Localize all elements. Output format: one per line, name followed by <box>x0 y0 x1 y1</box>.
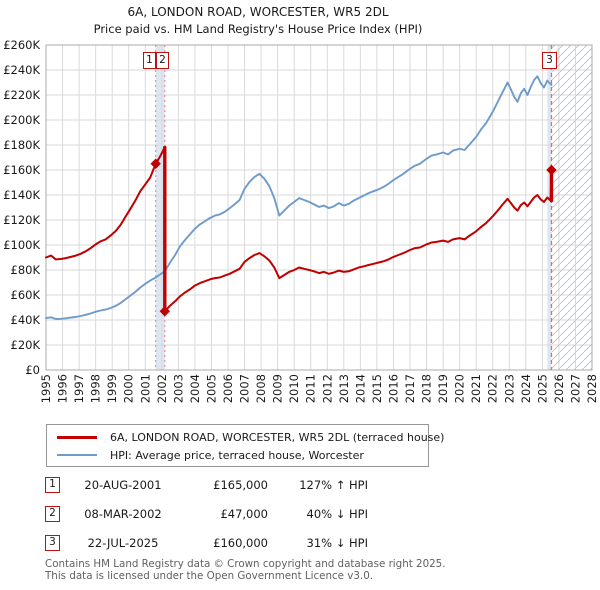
svg-text:2012: 2012 <box>320 374 334 403</box>
svg-text:£0: £0 <box>25 363 40 377</box>
sale-marker-label-3: 3 <box>542 52 557 69</box>
sale-hpi-delta: 127% ↑ HPI <box>299 478 368 492</box>
sale-date: 08-MAR-2002 <box>84 507 162 521</box>
sale-date: 20-AUG-2001 <box>84 478 162 492</box>
row-number-badge: 2 <box>45 506 60 522</box>
svg-text:£20K: £20K <box>11 338 41 352</box>
price-line-swatch <box>57 435 97 439</box>
svg-text:£260K: £260K <box>3 38 40 52</box>
svg-text:£120K: £120K <box>3 213 40 227</box>
svg-text:2018: 2018 <box>420 374 434 403</box>
svg-text:1997: 1997 <box>72 374 86 403</box>
table-row: 3 22-JUL-2025 £160,000 31% ↓ HPI <box>45 535 425 551</box>
svg-text:2002: 2002 <box>155 374 169 403</box>
svg-text:2015: 2015 <box>370 374 384 403</box>
sale-marker-label-1: 1 <box>143 52 156 69</box>
footer: Contains HM Land Registry data © Crown c… <box>45 558 446 582</box>
svg-text:£80K: £80K <box>11 263 41 277</box>
sale-price: £165,000 <box>213 478 268 492</box>
svg-text:1996: 1996 <box>56 374 70 403</box>
svg-text:2000: 2000 <box>122 374 136 403</box>
legend: 6A, LONDON ROAD, WORCESTER, WR5 2DL (ter… <box>46 424 444 467</box>
sale-date: 22-JUL-2025 <box>87 536 159 550</box>
chart-title: 6A, LONDON ROAD, WORCESTER, WR5 2DL <box>127 5 389 19</box>
svg-text:2003: 2003 <box>171 374 185 403</box>
legend-label-hpi: HPI: Average price, terraced house, Worc… <box>110 448 364 462</box>
svg-text:£60K: £60K <box>11 288 41 302</box>
x-axis-labels: 1995 1996 1997 1998 1999 2000 2001 2002 2003 2004… <box>39 374 599 403</box>
sale-event-lines <box>155 45 553 370</box>
sale-diamond-marker <box>150 158 161 169</box>
footer-line-1: Contains HM Land Registry data © Crown c… <box>45 558 446 570</box>
svg-text:1995: 1995 <box>39 374 53 403</box>
sale-marker-label-2: 2 <box>156 52 169 69</box>
svg-text:2009: 2009 <box>271 374 285 403</box>
shaded-bands <box>155 45 552 370</box>
svg-text:2001: 2001 <box>138 374 152 403</box>
svg-text:2005: 2005 <box>204 374 218 403</box>
table-row: 1 20-AUG-2001 £165,000 127% ↑ HPI <box>45 477 425 493</box>
svg-text:2028: 2028 <box>585 374 599 403</box>
sale-hpi-delta: 40% ↓ HPI <box>306 507 368 521</box>
legend-item-price: 6A, LONDON ROAD, WORCESTER, WR5 2DL (ter… <box>47 428 444 446</box>
sale-diamond-marker <box>159 306 170 317</box>
svg-text:£100K: £100K <box>3 238 40 252</box>
svg-text:£140K: £140K <box>3 188 40 202</box>
hpi-line-swatch <box>57 453 97 457</box>
svg-text:1998: 1998 <box>89 374 103 403</box>
svg-text:2025: 2025 <box>535 374 549 403</box>
svg-text:£180K: £180K <box>3 138 40 152</box>
svg-text:£220K: £220K <box>3 88 40 102</box>
svg-text:£40K: £40K <box>11 313 41 327</box>
svg-text:£160K: £160K <box>3 163 40 177</box>
svg-text:2011: 2011 <box>304 374 318 403</box>
sales-table: 1 20-AUG-2001 £165,000 127% ↑ HPI 2 08-M… <box>45 477 425 565</box>
svg-text:£240K: £240K <box>3 63 40 77</box>
sale-price: £160,000 <box>213 536 268 550</box>
svg-text:2027: 2027 <box>568 374 582 403</box>
svg-text:1999: 1999 <box>105 374 119 403</box>
table-row: 2 08-MAR-2002 £47,000 40% ↓ HPI <box>45 506 425 522</box>
footer-line-2: This data is licensed under the Open Gov… <box>45 569 374 582</box>
svg-text:2026: 2026 <box>552 374 566 403</box>
hpi-line <box>45 75 553 320</box>
svg-text:2020: 2020 <box>453 374 467 403</box>
svg-text:2010: 2010 <box>287 374 301 403</box>
legend-label-price: 6A, LONDON ROAD, WORCESTER, WR5 2DL (ter… <box>110 430 445 444</box>
sale-price: £47,000 <box>220 507 268 521</box>
svg-text:2024: 2024 <box>519 374 533 403</box>
svg-text:2023: 2023 <box>502 374 516 403</box>
sale-hpi-delta: 31% ↓ HPI <box>306 536 368 550</box>
svg-text:2014: 2014 <box>353 374 367 403</box>
svg-text:£200K: £200K <box>3 113 40 127</box>
svg-text:2004: 2004 <box>188 374 202 403</box>
future-hatch-region <box>551 45 592 370</box>
svg-text:2006: 2006 <box>221 374 235 403</box>
chart-subtitle: Price paid vs. HM Land Registry's House … <box>93 22 423 36</box>
svg-text:2021: 2021 <box>469 374 483 403</box>
row-number-badge: 3 <box>45 535 60 551</box>
chart-canvas: £0 £20K £40K £60K £80K £100K £120K £140K £160K £1… <box>3 38 599 403</box>
svg-text:2013: 2013 <box>337 374 351 403</box>
legend-item-hpi: HPI: Average price, terraced house, Worc… <box>47 446 428 464</box>
svg-text:2019: 2019 <box>436 374 450 403</box>
y-axis-labels: £0 £20K £40K £60K £80K £100K £120K £140K £160K £1… <box>3 38 40 377</box>
sale-diamond-marker <box>546 164 557 176</box>
row-number-badge: 1 <box>45 477 60 493</box>
price-paid-line <box>45 146 553 313</box>
svg-text:2007: 2007 <box>238 374 252 403</box>
svg-text:2008: 2008 <box>254 374 268 403</box>
svg-text:2016: 2016 <box>386 374 400 403</box>
plot-border <box>45 44 593 371</box>
svg-text:2022: 2022 <box>486 374 500 403</box>
svg-text:2017: 2017 <box>403 374 417 403</box>
